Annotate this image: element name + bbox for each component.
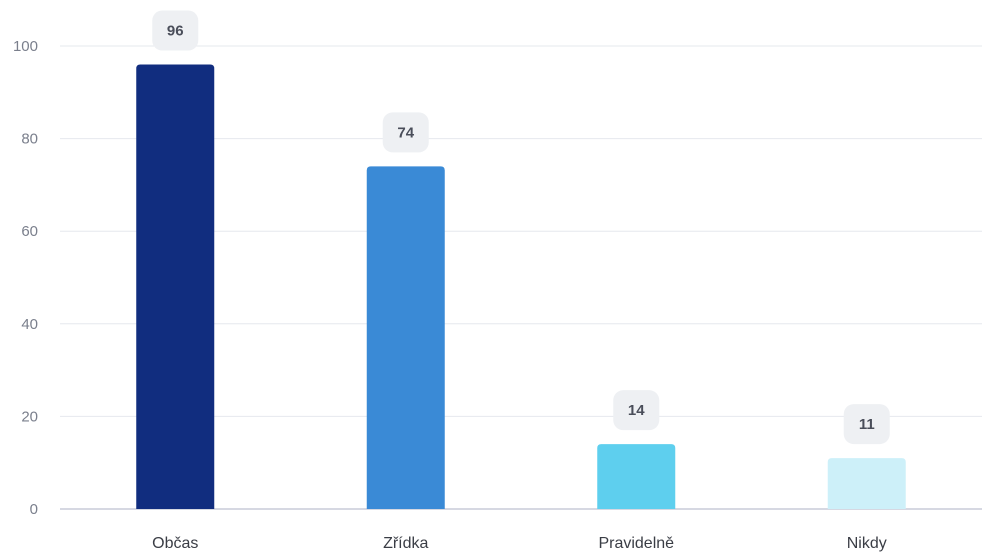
y-tick-label: 80 (21, 131, 38, 148)
x-tick-label: Nikdy (847, 535, 887, 552)
y-tick-label: 0 (30, 501, 38, 518)
x-tick-label: Zřídka (383, 535, 428, 552)
y-tick-label: 40 (21, 316, 38, 333)
bar-4[interactable] (827, 458, 906, 509)
labels-layer: 0 20 40 60 80 100 96 Občas 74 Zřídka 14 Pravidelně 1… (13, 10, 890, 552)
bar-1[interactable] (136, 64, 215, 510)
bar-2[interactable] (366, 166, 445, 509)
data-label: 11 (859, 416, 875, 433)
x-tick-label: Občas (152, 535, 198, 552)
bar-3[interactable] (597, 444, 676, 509)
data-label-badge (843, 404, 890, 445)
y-tick-label: 60 (21, 223, 38, 240)
data-label-badge (152, 10, 199, 51)
y-tick-label: 100 (13, 38, 38, 55)
y-tick-label: 20 (21, 408, 38, 425)
bars-layer (136, 64, 906, 510)
data-label-badge (613, 390, 660, 431)
data-label: 14 (628, 402, 645, 419)
data-label: 96 (167, 23, 184, 40)
data-label: 74 (397, 124, 414, 141)
data-label-badge (382, 112, 429, 153)
x-tick-label: Pravidelně (598, 535, 674, 552)
